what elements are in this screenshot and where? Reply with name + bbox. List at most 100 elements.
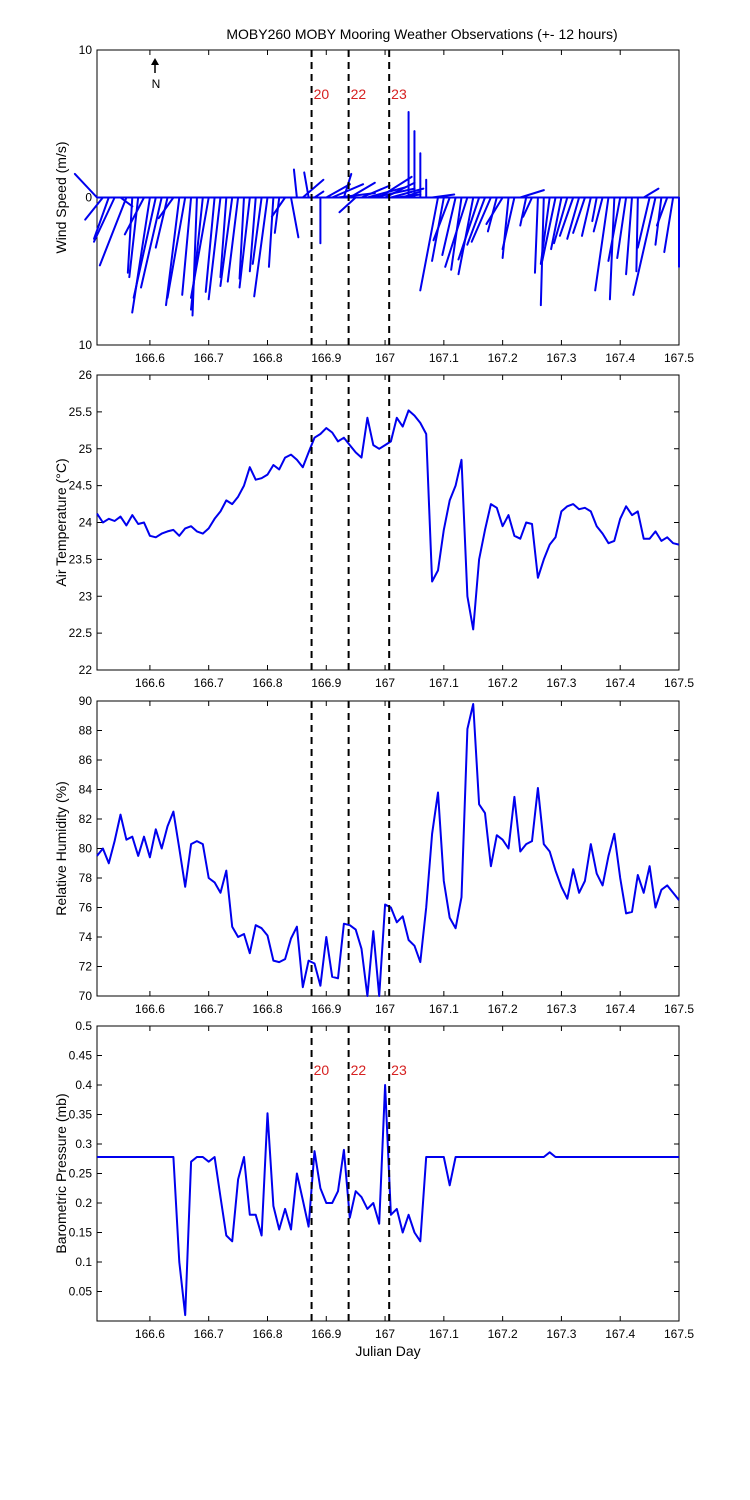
wind-stick xyxy=(273,196,281,234)
wind-stick xyxy=(389,187,425,199)
y-tick-label: 23 xyxy=(79,589,93,603)
series-line xyxy=(97,1084,679,1317)
wind-stick xyxy=(166,196,187,299)
x-tick-label: 166.7 xyxy=(194,1002,224,1016)
wind-stick xyxy=(550,196,563,251)
y-tick-label: 0.4 xyxy=(75,1078,92,1092)
wind-stick xyxy=(636,196,651,249)
wind-stick xyxy=(98,196,128,267)
event-marker-label: 22 xyxy=(351,1062,367,1078)
x-tick-label: 167.1 xyxy=(429,1002,459,1016)
y-tick-label: 80 xyxy=(79,842,93,856)
wind-stick xyxy=(632,196,657,296)
x-axis-title: Julian Day xyxy=(355,1343,420,1359)
y-tick-label: 10 xyxy=(79,338,93,352)
y-tick-label: 0.15 xyxy=(69,1226,93,1240)
x-tick-label: 166.6 xyxy=(135,1002,165,1016)
x-tick-label: 167 xyxy=(375,676,395,690)
event-marker-label: 20 xyxy=(314,86,330,102)
wind-stick xyxy=(325,183,351,199)
relative-humidity-panel: 166.6 166.7 166.8 166.9 167 167.1 167.2 167.3 16… xyxy=(53,694,694,1016)
x-tick-label: 167 xyxy=(375,1327,395,1341)
y-tick-label: 0.1 xyxy=(75,1255,92,1269)
wind-stick xyxy=(608,196,616,301)
x-tick-label: 167.5 xyxy=(664,676,694,690)
wind-stick xyxy=(519,189,545,199)
y-tick-label: 82 xyxy=(79,812,93,826)
wind-stick xyxy=(219,196,234,287)
wind-stick xyxy=(189,196,210,299)
wind-stick xyxy=(301,178,325,199)
x-tick-label: 166.6 xyxy=(135,351,165,365)
wind-stick xyxy=(553,196,569,245)
wind-stick xyxy=(248,196,257,273)
wind-stick xyxy=(501,196,516,251)
y-axis-title: Wind Speed (m/s) xyxy=(53,141,69,253)
wind-stick xyxy=(140,196,163,289)
x-tick-label: 166.8 xyxy=(252,351,282,365)
x-tick-label: 167.1 xyxy=(429,351,459,365)
wind-stick xyxy=(572,196,586,234)
event-marker-label: 23 xyxy=(391,86,407,102)
wind-stick xyxy=(558,196,575,237)
y-tick-label: 23.5 xyxy=(69,552,93,566)
wind-stick xyxy=(470,196,492,243)
y-tick-label: 0.35 xyxy=(69,1108,93,1122)
event-marker-label: 22 xyxy=(351,86,367,102)
wind-stick xyxy=(592,196,604,233)
wind-stick xyxy=(522,196,534,218)
north-arrow-icon: N xyxy=(151,58,160,91)
wind-stick xyxy=(635,196,639,273)
x-tick-label: 167.4 xyxy=(605,351,635,365)
series-line xyxy=(96,409,680,631)
x-tick-label: 166.9 xyxy=(311,351,341,365)
wind-stick xyxy=(616,196,628,259)
barometric-pressure-panel: 166.6 166.7 166.8 166.9 167 167.1 167.2 167.3 16… xyxy=(53,1019,694,1359)
y-tick-label: 24 xyxy=(79,516,93,530)
x-tick-label: 166.7 xyxy=(194,351,224,365)
x-tick-label: 167.3 xyxy=(546,676,576,690)
wind-stick xyxy=(181,196,193,296)
wind-stick xyxy=(566,196,581,240)
x-tick-label: 167.1 xyxy=(429,676,459,690)
x-tick-label: 167.5 xyxy=(664,351,694,365)
plot-frame xyxy=(96,374,680,671)
plot-frame xyxy=(96,1025,680,1322)
air-temperature-panel: 166.6 166.7 166.8 166.9 167 167.1 167.2 167.3 16… xyxy=(53,368,694,690)
x-tick-label: 167.3 xyxy=(546,1002,576,1016)
wind-stick xyxy=(401,190,422,199)
x-tick-label: 166.9 xyxy=(311,1002,341,1016)
wind-stick xyxy=(432,196,451,242)
wind-stick xyxy=(238,196,245,280)
wind-stick xyxy=(342,172,353,199)
y-axis-title: Relative Humidity (%) xyxy=(53,781,69,916)
wind-stick xyxy=(92,196,116,243)
y-tick-label: 22.5 xyxy=(69,626,93,640)
x-tick-label: 167.2 xyxy=(488,1002,518,1016)
wind-stick xyxy=(267,196,275,268)
wind-stick xyxy=(251,196,263,265)
y-tick-label: 0.45 xyxy=(69,1049,93,1063)
wind-stick xyxy=(348,181,376,199)
wind-stick xyxy=(594,196,610,292)
event-marker-label: 20 xyxy=(314,1062,330,1078)
x-tick-label: 167 xyxy=(375,1002,395,1016)
y-tick-label: 25.5 xyxy=(69,405,93,419)
wind-stick xyxy=(663,196,675,254)
y-tick-label: 88 xyxy=(79,724,93,738)
y-tick-label: 86 xyxy=(79,753,93,767)
x-tick-label: 166.6 xyxy=(135,676,165,690)
wind-stick xyxy=(93,196,110,240)
wind-stick xyxy=(591,196,598,223)
y-tick-label: 0.2 xyxy=(75,1196,92,1210)
wind-stick xyxy=(444,196,469,268)
x-tick-label: 166.7 xyxy=(194,1327,224,1341)
wind-stick xyxy=(625,196,633,276)
event-marker-label: 23 xyxy=(391,1062,407,1078)
y-tick-label: 0.5 xyxy=(75,1019,92,1033)
x-tick-label: 167.3 xyxy=(546,351,576,365)
wind-stick xyxy=(607,196,622,262)
wind-stick xyxy=(119,196,134,208)
wind-stick xyxy=(207,196,222,301)
wind-stick xyxy=(378,175,413,199)
